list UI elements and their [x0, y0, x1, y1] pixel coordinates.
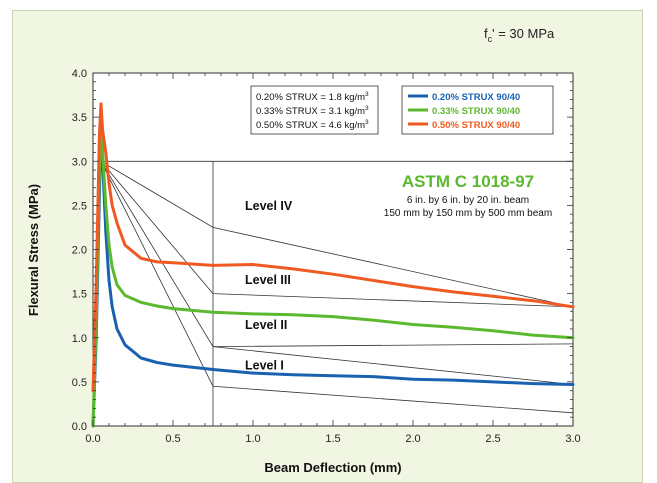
reference-line-3: [100, 160, 574, 308]
dosage-note-line-1: 0.20% STRUX = 1.8 kg/m3: [256, 91, 369, 103]
y-tick-label: 4.0: [72, 68, 87, 80]
reference-line-7: [212, 343, 574, 347]
series-line-3: [91, 102, 575, 393]
x-tick-label: 2.5: [485, 433, 500, 445]
y-tick-label: 3.0: [72, 156, 87, 168]
x-tick-label: 1.5: [325, 433, 340, 445]
level-annotations: Level IV Level III Level II Level I: [245, 199, 293, 373]
y-tick-label: 1.0: [72, 333, 87, 345]
series-line-2: [91, 120, 575, 428]
x-tick-label: 2.0: [405, 433, 420, 445]
fc-label: fc' = 30 MPa: [484, 26, 555, 44]
level-label-3: Level II: [245, 318, 287, 332]
reference-lines: [100, 160, 574, 426]
series-lines: [91, 102, 575, 428]
legend-label-s020: 0.20% STRUX 90/40: [432, 92, 520, 103]
y-tick-label: 0.5: [72, 377, 87, 389]
level-label-2: Level III: [245, 273, 291, 287]
y-tick-label: 2.5: [72, 200, 87, 212]
level-label-1: Level IV: [245, 199, 293, 213]
y-tick-label: 0.0: [72, 421, 87, 433]
legend-label-s033: 0.33% STRUX 90/40: [432, 106, 520, 117]
y-axis-title: Flexural Stress (MPa): [26, 184, 41, 316]
y-tick-label: 2.0: [72, 245, 87, 257]
reference-line-4: [100, 161, 574, 308]
astm-subtitle-1: 6 in. by 6 in. by 20 in. beam: [407, 195, 529, 206]
astm-title: ASTM C 1018-97: [402, 172, 534, 191]
y-tick-label: 3.5: [72, 112, 87, 124]
x-tick-label: 0.0: [85, 433, 100, 445]
dosage-note-line-2: 0.33% STRUX = 3.1 kg/m3: [256, 105, 369, 117]
y-tick-label: 1.5: [72, 289, 87, 301]
x-tick-label: 1.0: [245, 433, 260, 445]
axis-ticks: [92, 72, 574, 427]
x-tick-label: 3.0: [565, 433, 580, 445]
legend-label-s050: 0.50% STRUX 90/40: [432, 120, 520, 131]
x-axis-title: Beam Deflection (mm): [264, 460, 401, 475]
astm-subtitle-2: 150 mm by 150 mm by 500 mm beam: [384, 208, 552, 219]
reference-line-6: [100, 161, 574, 414]
tick-labels: 0.0 0.5 1.0 1.5 2.0 2.5 3.0 0.0 0.5 1.0 1.5 2.0 2.5 3…: [72, 68, 581, 445]
dosage-note-box: [250, 85, 379, 135]
level-label-4: Level I: [245, 359, 284, 373]
dosage-note-line-3: 0.50% STRUX = 4.6 kg/m3: [256, 119, 369, 131]
x-tick-label: 0.5: [165, 433, 180, 445]
